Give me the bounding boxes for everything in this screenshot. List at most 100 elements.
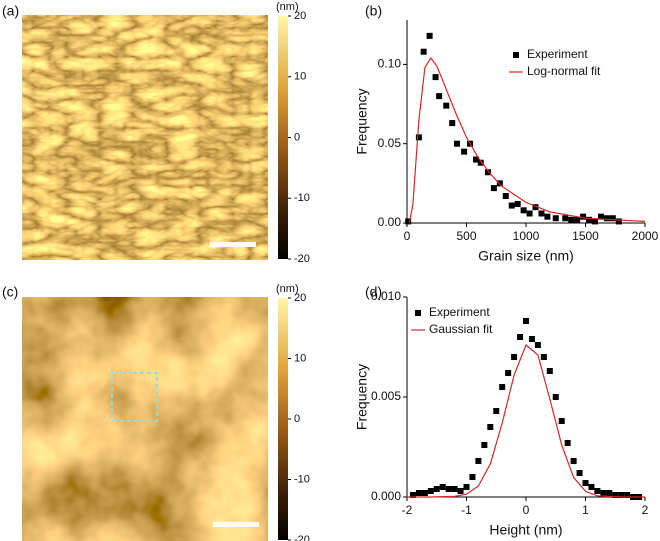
data-point xyxy=(415,134,422,141)
data-point xyxy=(461,148,468,155)
panel-label: (b) xyxy=(365,3,382,19)
data-point xyxy=(552,394,559,400)
data-point xyxy=(432,74,439,81)
panel-label: (c) xyxy=(2,284,18,300)
data-point xyxy=(624,492,631,498)
data-point xyxy=(618,492,625,498)
y-tick-label: 0.05 xyxy=(378,136,402,150)
panel-label: (a) xyxy=(2,3,19,19)
y-tick-label: 0.005 xyxy=(371,389,401,403)
data-point xyxy=(562,215,569,222)
data-point xyxy=(499,384,506,390)
legend-label: Experiment xyxy=(429,305,490,319)
data-point xyxy=(574,216,581,223)
x-tick-label: 2 xyxy=(642,503,649,517)
colorbar-tick-label: 0 xyxy=(294,131,300,143)
x-tick-label: 1500 xyxy=(572,229,599,243)
data-point xyxy=(520,207,527,214)
scale-bar xyxy=(210,242,256,247)
data-point xyxy=(511,354,518,360)
data-point xyxy=(453,140,460,147)
data-point xyxy=(484,169,491,176)
y-axis-label: Frequency xyxy=(354,88,370,154)
colorbar xyxy=(278,298,288,540)
x-tick-label: -1 xyxy=(461,503,472,517)
y-tick-label: 0.00 xyxy=(378,215,402,229)
data-point xyxy=(415,490,422,496)
colorbar-tick-label: 10 xyxy=(294,71,306,83)
data-point xyxy=(586,216,593,223)
colorbar-tick-label: -20 xyxy=(294,534,310,541)
data-point xyxy=(427,488,434,494)
data-point xyxy=(592,218,599,225)
y-axis-label: Frequency xyxy=(354,364,370,430)
selection-box xyxy=(111,372,158,422)
x-tick-label: 2000 xyxy=(632,229,659,243)
data-point xyxy=(538,210,545,217)
data-point xyxy=(615,218,622,225)
data-point xyxy=(558,418,565,424)
data-point xyxy=(532,204,539,211)
data-point xyxy=(552,215,559,222)
fit-line xyxy=(407,344,645,498)
data-point xyxy=(502,193,509,200)
data-point xyxy=(490,185,497,192)
data-point xyxy=(473,156,480,163)
colorbar xyxy=(278,16,288,259)
data-point xyxy=(409,492,416,498)
data-point xyxy=(443,102,450,109)
axes xyxy=(406,20,645,224)
data-point xyxy=(445,486,452,492)
data-point xyxy=(564,440,571,446)
data-point xyxy=(487,424,494,430)
colorbar-tick-label: 0 xyxy=(294,413,300,425)
data-point xyxy=(540,354,547,360)
x-tick-label: 0 xyxy=(523,503,530,517)
legend-marker xyxy=(513,52,519,58)
afm-image xyxy=(22,15,268,260)
data-point xyxy=(405,218,412,225)
data-point xyxy=(600,490,607,496)
data-point xyxy=(517,334,524,340)
data-point xyxy=(526,210,533,217)
data-point xyxy=(597,213,604,220)
data-point xyxy=(457,488,464,494)
data-point xyxy=(449,120,456,127)
data-point xyxy=(594,488,601,494)
data-point xyxy=(475,458,482,464)
x-tick-label: 1000 xyxy=(513,229,540,243)
data-point xyxy=(534,342,541,348)
colorbar-label: (nm) xyxy=(276,1,299,13)
data-point xyxy=(436,93,443,100)
data-point xyxy=(426,32,433,39)
legend-marker xyxy=(415,310,421,316)
data-point xyxy=(508,202,515,209)
data-point xyxy=(421,490,428,496)
data-point xyxy=(580,213,587,220)
x-tick-label: 1 xyxy=(582,503,589,517)
data-point xyxy=(439,484,446,490)
colorbar-tick-label: 10 xyxy=(294,352,306,364)
data-point xyxy=(606,490,613,496)
data-point xyxy=(544,213,551,220)
data-point xyxy=(433,486,440,492)
y-tick-label: 0.10 xyxy=(378,57,402,71)
data-point xyxy=(568,216,575,223)
data-point xyxy=(523,318,529,324)
data-point xyxy=(505,370,512,376)
data-point xyxy=(469,474,476,480)
data-point xyxy=(576,470,583,476)
data-point xyxy=(609,215,616,222)
data-point xyxy=(528,336,535,342)
data-point xyxy=(612,492,619,498)
colorbar-tick-label: 20 xyxy=(294,292,306,304)
x-tick-label: -2 xyxy=(402,503,413,517)
legend-label: Log-normal fit xyxy=(527,64,601,78)
colorbar-tick-label: -10 xyxy=(294,192,310,204)
data-point xyxy=(514,200,521,207)
panel-label: (d) xyxy=(365,284,382,300)
fit-line xyxy=(408,57,646,224)
data-point xyxy=(603,215,610,222)
data-point xyxy=(546,368,553,374)
